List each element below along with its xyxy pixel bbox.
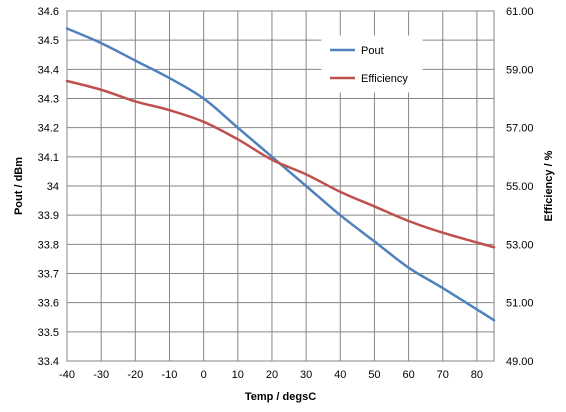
left-y-tick-label: 34.2 [38, 123, 59, 135]
left-axis-title: Pout / dBm [13, 157, 25, 215]
x-tick-label: 0 [201, 369, 207, 381]
x-tick-label: 30 [300, 369, 312, 381]
x-tick-label: 70 [437, 369, 449, 381]
x-tick-label: -10 [162, 369, 178, 381]
legend-label-pout: Pout [361, 45, 384, 57]
right-y-tick-label: 49.00 [506, 356, 534, 368]
right-y-tick-label: 53.00 [506, 239, 534, 251]
right-y-tick-label: 51.00 [506, 298, 534, 310]
right-y-tick-label: 55.00 [506, 181, 534, 193]
x-tick-label: -30 [93, 369, 109, 381]
x-tick-label: -40 [59, 369, 75, 381]
x-tick-label: 60 [402, 369, 414, 381]
left-y-tick-label: 34 [47, 181, 59, 193]
left-axis-tick-labels: 33.4 33.5 33.6 33.7 33.8 33.9 34 34.1 34.2 34.3 34… [38, 6, 59, 368]
left-y-tick-label: 34.4 [38, 64, 59, 76]
left-y-tick-label: 33.6 [38, 298, 59, 310]
legend-label-efficiency: Efficiency [361, 73, 408, 85]
left-y-tick-label: 34.3 [38, 94, 59, 106]
x-tick-label: 50 [368, 369, 380, 381]
left-y-tick-label: 34.5 [38, 35, 59, 47]
left-y-tick-label: 34.1 [38, 152, 59, 164]
x-axis-tick-labels: -40 -30 -20 -10 0 10 20 30 40 50 60 70 80 [59, 369, 483, 381]
legend-box [321, 35, 423, 93]
series-line-pout [65, 27, 496, 322]
x-tick-label: -20 [127, 369, 143, 381]
legend: Pout Efficiency [321, 35, 423, 93]
x-tick-label: 40 [334, 369, 346, 381]
series-lines [65, 27, 496, 322]
left-y-tick-label: 33.9 [38, 210, 59, 222]
left-y-tick-label: 33.5 [38, 327, 59, 339]
right-y-tick-label: 57.00 [506, 123, 534, 135]
x-axis-title: Temp / degsC [245, 391, 316, 403]
left-y-tick-label: 34.6 [38, 6, 59, 18]
left-y-tick-label: 33.8 [38, 239, 59, 251]
plot-area-border [66, 10, 495, 362]
x-tick-label: 10 [232, 369, 244, 381]
x-tick-label: 80 [471, 369, 483, 381]
x-tick-label: 20 [266, 369, 278, 381]
left-y-tick-label: 33.4 [38, 356, 59, 368]
right-axis-tick-labels: 49.00 51.00 53.00 55.00 57.00 59.00 61.00 [506, 6, 534, 368]
series-line-efficiency [65, 79, 496, 249]
right-y-tick-label: 59.00 [506, 64, 534, 76]
right-y-tick-label: 61.00 [506, 6, 534, 18]
left-y-tick-label: 33.7 [38, 269, 59, 281]
right-axis-title: Efficiency / % [543, 150, 555, 221]
gridlines [66, 10, 494, 362]
